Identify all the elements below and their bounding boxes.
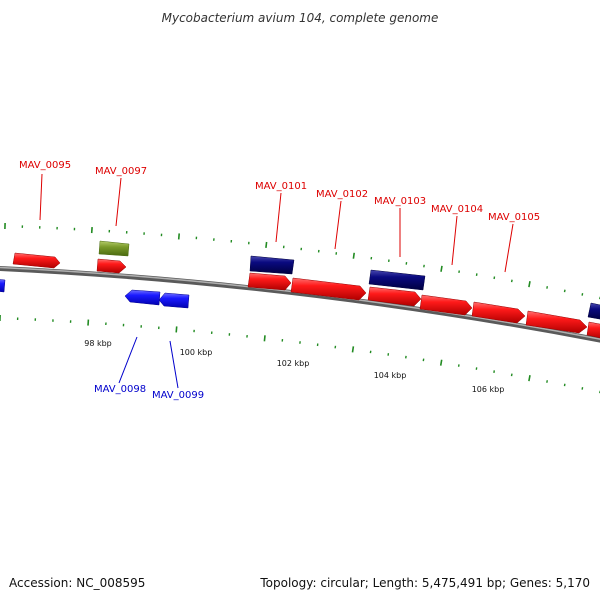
inner-tick-30 <box>528 375 531 382</box>
gene-edge-reverse[interactable] <box>0 279 6 293</box>
accession-text: Accession: NC_008595 <box>9 576 145 590</box>
leader-mav-0102 <box>334 200 342 250</box>
outer-tick-25 <box>440 265 443 272</box>
leader-mav-0098 <box>118 336 138 384</box>
forward-other-features <box>98 240 600 320</box>
genome-backbone <box>0 265 600 343</box>
outer-tick-32 <box>563 289 566 293</box>
feature-block-3[interactable] <box>587 302 600 320</box>
genome-summary-text: Topology: circular; Length: 5,475,491 bp… <box>259 576 590 590</box>
feature-block-2[interactable] <box>368 269 426 291</box>
label-mav-0095[interactable]: MAV_0095 <box>19 160 71 171</box>
gene-mav-0098[interactable] <box>124 289 161 306</box>
leader-mav-0099 <box>169 340 179 389</box>
inner-tick-31 <box>546 380 548 383</box>
gene-mav-0097[interactable] <box>96 258 127 274</box>
label-mav-0097[interactable]: MAV_0097 <box>95 166 147 177</box>
gene-mav-0102[interactable] <box>290 277 367 301</box>
map-title: Mycobacterium avium 104, complete genome <box>162 11 439 25</box>
gene-mav-0104[interactable] <box>419 294 473 316</box>
label-leaders <box>39 173 514 389</box>
leader-mav-0104 <box>451 215 458 266</box>
inner-tick-15 <box>263 335 266 342</box>
outer-tick-track <box>4 222 600 300</box>
feature-block-1[interactable] <box>249 255 295 275</box>
label-mav-0098[interactable]: MAV_0098 <box>94 384 146 395</box>
outer-tick-30 <box>528 281 531 288</box>
reverse-strand-genes <box>0 279 190 309</box>
rna-feature[interactable] <box>98 240 130 257</box>
leader-mav-0105 <box>504 223 514 273</box>
leader-mav-0095 <box>39 173 43 221</box>
gene-mav-0103[interactable] <box>367 286 422 307</box>
inner-tick-33 <box>581 387 584 390</box>
scale-label-104kbp: 104 kbp <box>374 371 407 380</box>
outer-tick-20 <box>352 252 355 259</box>
gene-mav-0099[interactable] <box>158 292 190 309</box>
leader-mav-0097 <box>115 177 122 227</box>
gene-mav-0105[interactable] <box>471 301 526 324</box>
scale-label-100kbp: 100 kbp <box>180 348 213 357</box>
label-mav-0103[interactable]: MAV_0103 <box>374 196 426 207</box>
label-mav-0101[interactable]: MAV_0101 <box>255 181 307 192</box>
gene-next-forward[interactable] <box>525 310 588 334</box>
gene-mav-0101[interactable] <box>247 272 292 291</box>
genome-backbone-highlight <box>0 266 600 340</box>
outer-tick-10 <box>177 233 180 240</box>
label-mav-0099[interactable]: MAV_0099 <box>152 390 204 401</box>
label-mav-0104[interactable]: MAV_0104 <box>431 204 483 215</box>
outer-tick-33 <box>581 293 584 296</box>
scale-labels: 98 kbp 100 kbp 102 kbp 104 kbp 106 kbp <box>84 339 504 394</box>
leader-mav-0101 <box>275 192 282 243</box>
gene-labels: MAV_0095 MAV_0097 MAV_0101 MAV_0102 MAV_… <box>19 160 540 401</box>
label-mav-0105[interactable]: MAV_0105 <box>488 212 540 223</box>
inner-tick-29 <box>510 373 513 377</box>
inner-tick-10 <box>175 326 178 333</box>
inner-tick-20 <box>351 346 355 353</box>
inner-tick-25 <box>439 359 443 366</box>
label-mav-0102[interactable]: MAV_0102 <box>316 189 368 200</box>
forward-strand-genes <box>12 252 600 339</box>
gene-mav-0095[interactable] <box>12 252 61 269</box>
inner-tick-track <box>0 314 600 394</box>
scale-label-98kbp: 98 kbp <box>84 339 112 348</box>
scale-label-102kbp: 102 kbp <box>277 359 310 368</box>
scale-label-106kbp: 106 kbp <box>472 385 505 394</box>
outer-tick-15 <box>265 241 268 248</box>
